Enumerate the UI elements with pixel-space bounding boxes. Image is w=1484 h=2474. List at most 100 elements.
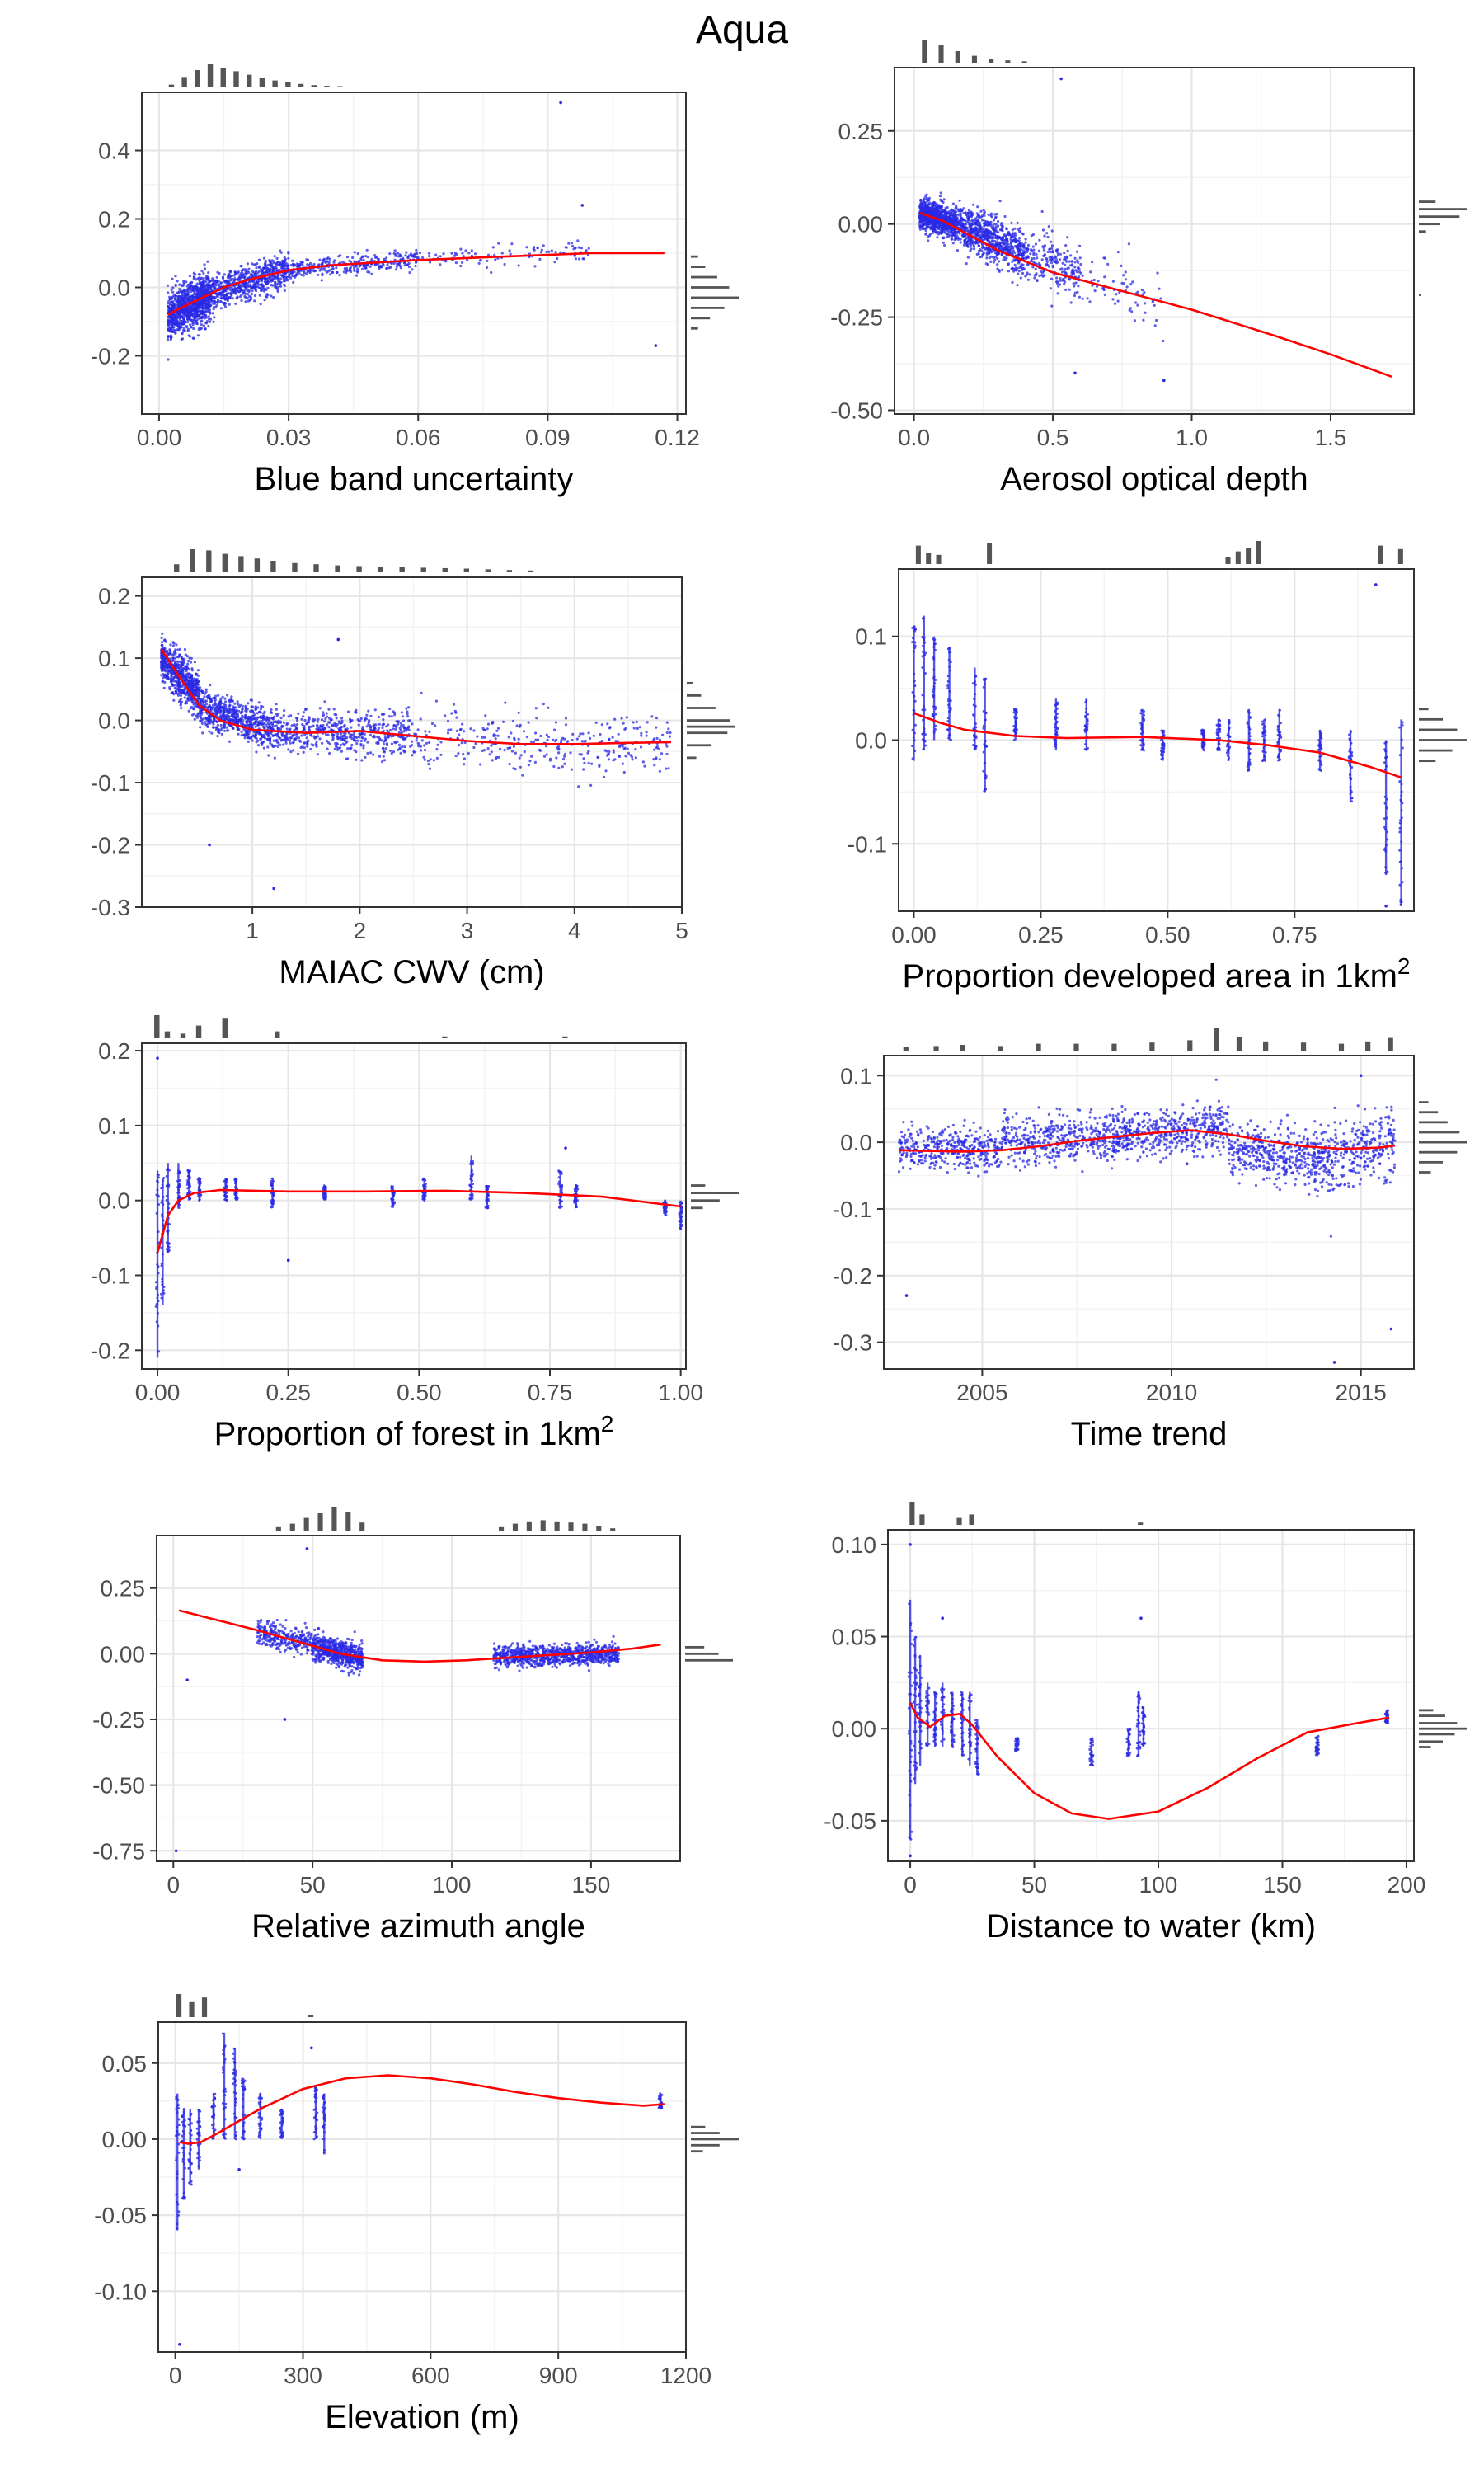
data-point <box>279 283 282 286</box>
data-point <box>335 266 338 270</box>
data-point <box>204 688 208 691</box>
data-point <box>929 207 932 210</box>
data-point <box>326 270 330 273</box>
data-point <box>206 278 209 281</box>
data-point <box>317 273 320 276</box>
data-point <box>1017 237 1021 240</box>
data-point <box>1118 290 1121 294</box>
data-point <box>204 289 208 293</box>
data-point <box>276 289 279 294</box>
right-histogram-bar <box>691 306 725 309</box>
data-point <box>980 249 984 252</box>
data-point <box>343 267 346 270</box>
data-point <box>1116 299 1120 303</box>
data-point <box>245 287 248 290</box>
data-point <box>1040 271 1045 275</box>
data-point <box>1051 264 1054 267</box>
data-point <box>204 310 208 313</box>
data-point <box>265 277 269 280</box>
data-point <box>247 293 250 296</box>
data-point <box>178 288 181 291</box>
data-point <box>979 228 983 232</box>
data-point <box>1062 279 1066 282</box>
data-point <box>392 261 396 265</box>
data-point <box>214 281 218 285</box>
data-point <box>1011 251 1014 254</box>
data-point <box>190 307 193 311</box>
data-point <box>275 285 278 289</box>
data-point <box>239 272 242 275</box>
data-point <box>234 302 237 305</box>
data-point <box>416 252 419 256</box>
data-point <box>258 270 261 273</box>
data-point <box>369 265 372 268</box>
data-point <box>439 255 442 258</box>
top-histogram-bar <box>272 80 278 87</box>
data-point <box>461 261 464 264</box>
data-point <box>276 269 279 272</box>
data-point <box>454 261 458 265</box>
data-point <box>200 284 204 287</box>
data-point <box>191 288 195 291</box>
data-point <box>242 289 245 293</box>
data-point <box>1060 270 1064 274</box>
data-point <box>277 280 280 283</box>
data-point <box>182 282 186 286</box>
data-point <box>283 259 286 262</box>
data-point <box>398 255 402 258</box>
data-point <box>997 219 1000 223</box>
data-point <box>486 253 491 256</box>
data-point <box>1073 294 1077 298</box>
data-point <box>305 272 308 275</box>
data-point <box>1077 266 1080 270</box>
data-point <box>410 252 413 256</box>
data-point <box>1010 245 1013 248</box>
data-point <box>977 231 980 234</box>
data-point <box>283 256 286 259</box>
data-point <box>998 247 1001 250</box>
data-point <box>270 294 273 298</box>
data-point <box>556 256 559 261</box>
data-point <box>197 680 200 684</box>
data-point <box>182 689 186 693</box>
data-point <box>356 252 359 256</box>
data-point <box>365 248 369 252</box>
data-point <box>1054 256 1058 259</box>
data-point <box>922 207 925 210</box>
data-point <box>1029 248 1033 252</box>
data-point <box>332 261 336 264</box>
data-point <box>1026 255 1030 258</box>
data-point <box>1049 250 1052 254</box>
data-point <box>190 683 193 686</box>
right-histogram-bar <box>691 255 698 258</box>
data-point <box>183 308 186 311</box>
data-point <box>198 279 201 282</box>
data-point <box>283 275 286 278</box>
data-point <box>1036 279 1039 283</box>
data-point <box>1074 269 1078 272</box>
data-point <box>182 319 186 322</box>
data-point <box>174 675 177 679</box>
data-point <box>252 263 256 266</box>
data-point <box>199 686 202 689</box>
data-point <box>199 300 202 303</box>
data-point <box>946 219 949 222</box>
data-point <box>1064 260 1068 263</box>
data-point <box>1001 268 1004 271</box>
data-point <box>186 306 190 309</box>
data-point <box>189 335 192 338</box>
data-point <box>279 264 283 267</box>
data-point <box>198 326 201 329</box>
data-point <box>977 219 980 223</box>
data-point <box>1073 291 1077 294</box>
data-point <box>968 215 971 219</box>
data-point <box>988 223 991 227</box>
data-point <box>286 266 289 269</box>
data-point <box>1020 263 1023 266</box>
data-point <box>539 251 543 254</box>
data-point <box>990 251 993 254</box>
data-point <box>997 231 1000 234</box>
data-point <box>223 294 226 297</box>
data-point <box>283 284 287 287</box>
data-point <box>1012 233 1015 236</box>
